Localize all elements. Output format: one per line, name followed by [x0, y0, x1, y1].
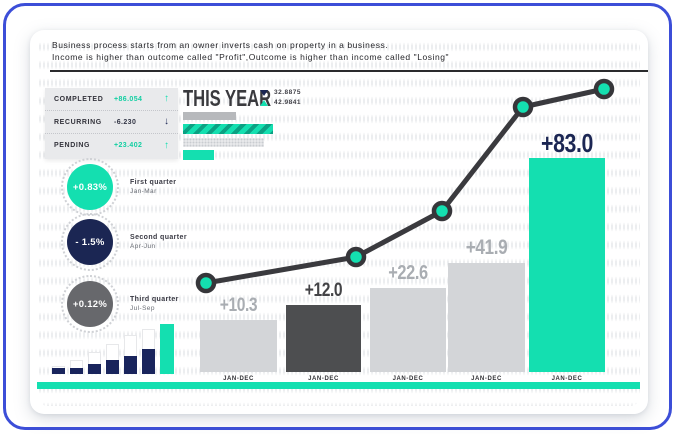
- x-axis-label: JAN-DEC: [392, 376, 424, 382]
- quarter-title: Second quarter: [130, 234, 187, 241]
- line-marker-3: [431, 200, 453, 222]
- stat-label: PENDING: [54, 142, 91, 149]
- mini-bar: [124, 335, 137, 374]
- quarter-range: Jul-Sep: [130, 305, 155, 312]
- quarter-stat-q2: - 1.5% Second quarter Apr-Jun: [61, 213, 187, 271]
- mini-bar: [142, 329, 155, 374]
- progress-bar-teal: [183, 150, 214, 160]
- stat-row-recurring: RECURRING -6.230 ↓: [45, 111, 178, 134]
- bar-jan-dec-1: [200, 320, 277, 372]
- progress-bar-hatched-teal: [183, 124, 273, 134]
- triangle-up-icon: [260, 99, 268, 106]
- stat-row-completed: COMPLETED +86.054 ↑: [45, 88, 178, 111]
- arrow-up-icon: ↑: [164, 93, 169, 104]
- quarter-range: Jan-Mar: [130, 188, 157, 195]
- quarter-stat-q3: +0.12% Third quarter Jul-Sep: [61, 275, 179, 333]
- x-axis-label: JAN-DEC: [308, 376, 339, 382]
- quarter-label: Third quarter Jul-Sep: [130, 296, 179, 312]
- mini-bar-chart: [52, 322, 178, 374]
- arrow-up-icon: ↑: [164, 139, 169, 151]
- arrow-down-icon: ↓: [164, 116, 169, 127]
- triangle-down-icon: [260, 89, 268, 96]
- chart-title: THIS YEAR: [183, 85, 272, 111]
- quarter-circle-badge: +0.83%: [67, 164, 113, 210]
- mini-bar: [88, 352, 101, 374]
- mini-bar: [70, 360, 83, 374]
- quarter-title: Third quarter: [130, 296, 179, 303]
- legend-value: 32.8875: [274, 89, 301, 96]
- header-line-1: Business process starts from an owner in…: [52, 40, 389, 50]
- stat-row-pending: PENDING +23.402 ↑: [45, 134, 178, 157]
- quarter-title: First quarter: [130, 179, 177, 186]
- mini-bar-highlight: [160, 324, 174, 374]
- x-axis-label: JAN-DEC: [551, 376, 583, 382]
- x-axis-label: JAN-DEC: [471, 376, 502, 382]
- quarter-label: First quarter Jan-Mar: [130, 179, 176, 195]
- bar-value-label: +22.6: [388, 262, 428, 284]
- bar-jan-dec-2: [286, 305, 361, 372]
- legend-row-down: 32.8875: [260, 89, 301, 96]
- bar-value-label: +12.0: [304, 280, 343, 301]
- progress-bar-gray: [183, 112, 236, 120]
- dotted-ring: +0.12%: [61, 275, 119, 333]
- outer-blue-frame: [3, 3, 672, 430]
- bar-value-label: +83.0: [541, 128, 593, 158]
- quarter-value: +0.83%: [72, 181, 108, 193]
- progress-bar-dotted: [183, 138, 264, 147]
- line-marker-1: [195, 272, 217, 294]
- line-marker-2: [345, 246, 367, 268]
- baseline-strip: [37, 382, 640, 389]
- dotted-ring: - 1.5%: [61, 213, 119, 271]
- quarter-circle-badge: +0.12%: [67, 281, 113, 327]
- line-marker-5: [593, 78, 615, 100]
- quarter-label: Second quarter Apr-Jun: [130, 234, 187, 250]
- stat-value: +86.054: [114, 95, 143, 103]
- header-divider: [50, 70, 648, 72]
- quarter-value: - 1.5%: [75, 236, 105, 248]
- legend-value: 42.9841: [274, 99, 301, 106]
- quarter-stat-q1: +0.83% First quarter Jan-Mar: [61, 158, 176, 216]
- bar-jan-dec-5: [529, 158, 605, 372]
- dotted-ring: +0.83%: [61, 158, 119, 216]
- line-marker-4: [512, 96, 534, 118]
- stats-panel: COMPLETED +86.054 ↑ RECURRING -6.230 ↓ P…: [45, 88, 178, 159]
- mini-bar: [52, 366, 65, 374]
- stat-value: -6.230: [114, 118, 137, 126]
- dashboard-card: Business process starts from an owner in…: [30, 30, 648, 414]
- stat-value: +23.402: [114, 142, 143, 149]
- bar-jan-dec-3: [370, 288, 446, 372]
- x-axis-label: JAN-DEC: [223, 376, 254, 382]
- quarter-circle-badge: - 1.5%: [67, 219, 113, 265]
- mini-bar: [106, 344, 119, 374]
- bar-value-label: +41.9: [465, 236, 508, 259]
- quarter-range: Apr-Jun: [130, 243, 156, 250]
- stat-label: RECURRING: [54, 118, 102, 126]
- bar-jan-dec-4: [448, 263, 525, 372]
- legend-row-up: 42.9841: [260, 99, 301, 106]
- header-description: Business process starts from an owner in…: [52, 40, 449, 63]
- stat-label: COMPLETED: [54, 95, 104, 103]
- bar-value-label: +10.3: [219, 295, 258, 316]
- quarter-value: +0.12%: [72, 298, 108, 310]
- header-line-2: Income is higher than outcome called "Pr…: [52, 51, 450, 62]
